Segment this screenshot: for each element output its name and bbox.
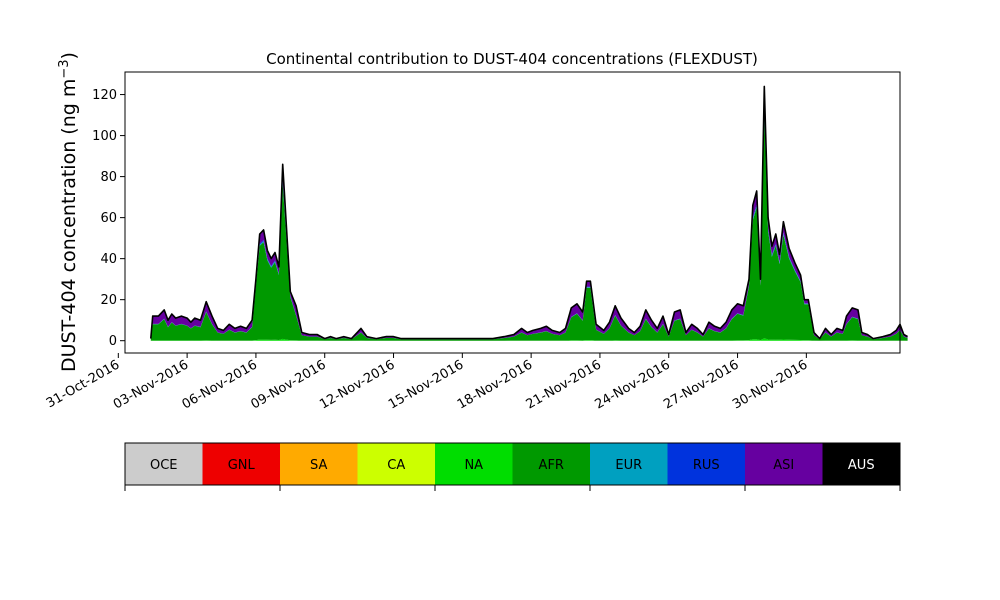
y-tick-label: 80 bbox=[100, 170, 117, 185]
legend-colorbar: OCE GNL SA CA NA AFR EUR RUS ASI AUS bbox=[124, 442, 901, 491]
legend-label-aus: AUS bbox=[848, 458, 875, 473]
legend-swatch-sa bbox=[280, 443, 358, 485]
legend-swatch-gnl bbox=[202, 443, 281, 485]
y-tick-label: 120 bbox=[92, 88, 117, 103]
y-tick-label: 100 bbox=[92, 129, 117, 144]
legend-label-eur: EUR bbox=[615, 458, 642, 473]
x-tick-label: 27-Nov-2016 bbox=[661, 357, 741, 412]
x-tick-label: 18-Nov-2016 bbox=[455, 357, 535, 412]
x-tick-label: 30-Nov-2016 bbox=[730, 357, 810, 412]
legend-swatch-aus bbox=[822, 443, 901, 485]
legend-frame bbox=[124, 442, 901, 486]
legend-swatch-na bbox=[435, 443, 513, 485]
legend-label-na: NA bbox=[464, 458, 483, 473]
legend-label-ca: CA bbox=[387, 458, 405, 473]
x-tick-label: 21-Nov-2016 bbox=[524, 357, 604, 412]
y-tick-label: 60 bbox=[100, 211, 117, 226]
legend-swatch-asi bbox=[745, 443, 823, 485]
area-afr bbox=[150, 114, 908, 341]
stacked-areas bbox=[150, 86, 908, 341]
y-axis-label-close: ) bbox=[58, 52, 80, 59]
legend-swatch-rus bbox=[667, 443, 746, 485]
x-tick-label: 31-Oct-2016 bbox=[44, 357, 122, 411]
legend-label-asi: ASI bbox=[773, 458, 794, 473]
y-tick-label: 40 bbox=[100, 252, 117, 267]
y-axis: 0 20 40 60 80 100 120 bbox=[92, 88, 125, 349]
axes-frame bbox=[124, 71, 901, 354]
x-tick-label: 09-Nov-2016 bbox=[248, 357, 328, 412]
legend-label-gnl: GNL bbox=[228, 458, 256, 473]
x-tick-label: 15-Nov-2016 bbox=[386, 357, 466, 412]
y-axis-label-main: DUST-404 concentration (ng m bbox=[58, 79, 80, 372]
legend-swatch-afr bbox=[512, 443, 591, 485]
legend-label-oce: OCE bbox=[150, 458, 178, 473]
x-tick-label: 03-Nov-2016 bbox=[111, 357, 191, 412]
legend-label-rus: RUS bbox=[693, 458, 720, 473]
legend-swatch-ca bbox=[357, 443, 436, 485]
x-tick-label: 06-Nov-2016 bbox=[180, 357, 260, 412]
series-line-total bbox=[150, 85, 908, 340]
y-tick-label: 0 bbox=[109, 334, 117, 349]
area-na bbox=[150, 338, 908, 341]
x-tick-label: 24-Nov-2016 bbox=[592, 357, 672, 412]
y-axis-label-exponent: −3 bbox=[57, 59, 72, 78]
legend-label-afr: AFR bbox=[539, 458, 564, 473]
legend-label-sa: SA bbox=[310, 458, 327, 473]
plot-area bbox=[124, 71, 908, 354]
legend-swatch-oce bbox=[125, 443, 203, 485]
y-axis-label: DUST-404 concentration (ng m−3) bbox=[57, 52, 80, 372]
chart-title: Continental contribution to DUST-404 con… bbox=[266, 50, 758, 68]
x-tick-label: 12-Nov-2016 bbox=[317, 357, 397, 412]
y-tick-label: 20 bbox=[100, 293, 117, 308]
legend-swatch-eur bbox=[590, 443, 668, 485]
x-axis: 31-Oct-201603-Nov-201606-Nov-201609-Nov-… bbox=[44, 353, 810, 412]
